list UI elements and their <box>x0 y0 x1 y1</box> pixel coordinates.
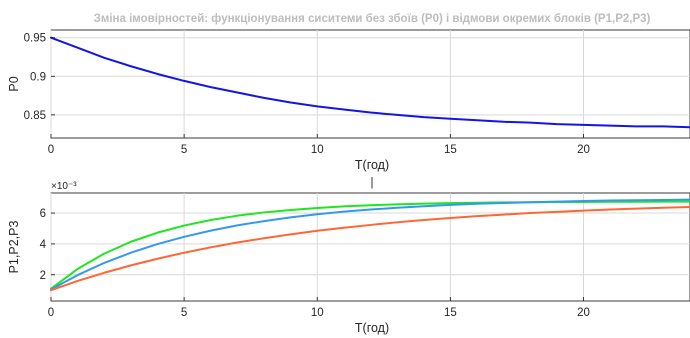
p0-y-tick-label: 0.95 <box>24 33 46 45</box>
p0-axes: 0 5 10 15 20 0.85 0.9 0.95 T(год) P0 <box>7 29 690 172</box>
figure-title: Зміна імовірностей: функціонування сисит… <box>94 13 651 25</box>
cursor-mark: | <box>371 177 374 189</box>
p1-p2-p3-x-tick-label: 15 <box>444 307 457 319</box>
p1-p2-p3-series-line-2 <box>50 198 690 291</box>
p0-axes-frame <box>50 29 690 139</box>
p1-p2-p3-axes: 0 5 10 15 20 2 4 6 ×10⁻³ T(год) P1,P2,P3 <box>7 181 690 335</box>
p1-p2-p3-y-tick-label: 2 <box>40 270 46 282</box>
p0-y-axis-label: P0 <box>7 76 21 91</box>
y-exponent-label: ×10⁻³ <box>51 181 77 192</box>
p1-p2-p3-x-tick-label: 5 <box>181 307 187 319</box>
p0-x-tick-label: 0 <box>48 144 54 156</box>
p0-x-tick-label: 10 <box>311 144 324 156</box>
p1-p2-p3-y-tick-label: 6 <box>40 208 46 220</box>
p0-grid <box>50 30 690 138</box>
p1-p2-p3-series-line-3 <box>50 206 690 292</box>
p0-y-ticks: 0.85 0.9 0.95 <box>24 33 55 122</box>
p0-y-tick-label: 0.85 <box>24 110 46 122</box>
p1-p2-p3-y-ticks: 2 4 6 <box>40 208 55 282</box>
p0-x-tick-label: 5 <box>181 144 187 156</box>
p1-p2-p3-y-axis-label: P1,P2,P3 <box>7 221 21 274</box>
p1-p2-p3-x-axis-label: T(год) <box>355 321 389 335</box>
p0-y-tick-label: 0.9 <box>30 71 46 83</box>
p1-p2-p3-x-tick-label: 20 <box>577 307 590 319</box>
p0-x-tick-label: 20 <box>577 144 590 156</box>
p1-p2-p3-x-tick-label: 10 <box>311 307 324 319</box>
p0-series-line-1 <box>50 36 690 129</box>
p1-p2-p3-plot-area <box>50 198 690 292</box>
p0-plot-area <box>50 36 690 129</box>
p1-p2-p3-x-tick-label: 0 <box>48 307 54 319</box>
p0-x-tick-label: 15 <box>444 144 457 156</box>
p1-p2-p3-y-tick-label: 4 <box>40 239 47 251</box>
p0-x-axis-label: T(год) <box>355 158 389 172</box>
p1-p2-p3-x-ticks: 0 5 10 15 20 <box>48 297 590 319</box>
p0-x-ticks: 0 5 10 15 20 <box>48 134 590 156</box>
